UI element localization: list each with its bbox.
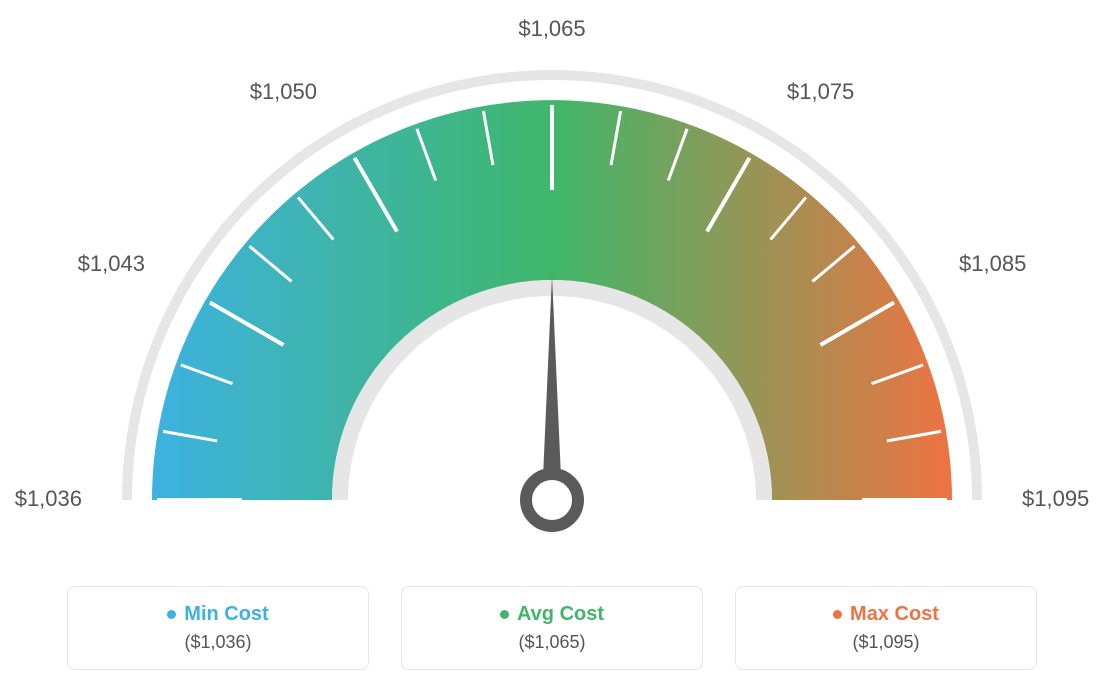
gauge-needle bbox=[542, 275, 562, 500]
gauge-tick-label: $1,043 bbox=[78, 251, 145, 276]
legend-title-text-max: Max Cost bbox=[850, 603, 939, 626]
legend-value-max: ($1,095) bbox=[736, 632, 1036, 653]
gauge-tick-label: $1,036 bbox=[15, 486, 82, 511]
gauge-svg: $1,036 $1,043 $1,050 $1,065 $1,075 $1,085 $1,0… bbox=[0, 0, 1104, 560]
legend-title-max: Max Cost bbox=[833, 603, 939, 626]
legend-value-min: ($1,036) bbox=[68, 632, 368, 653]
gauge-tick-label: $1,065 bbox=[518, 16, 585, 41]
gauge-tick-label: $1,050 bbox=[250, 79, 317, 104]
legend-dot-max bbox=[833, 610, 842, 619]
legend-box-max: Max Cost ($1,095) bbox=[735, 586, 1037, 670]
cost-gauge-container: $1,036 $1,043 $1,050 $1,065 $1,075 $1,085 $1,0… bbox=[0, 0, 1104, 690]
legend-dot-avg bbox=[500, 610, 509, 619]
gauge-needle-hub bbox=[526, 474, 578, 526]
legend-title-text-min: Min Cost bbox=[184, 603, 268, 626]
legend-title-text-avg: Avg Cost bbox=[517, 603, 604, 626]
legend-box-min: Min Cost ($1,036) bbox=[67, 586, 369, 670]
gauge-area: $1,036 $1,043 $1,050 $1,065 $1,075 $1,085 $1,0… bbox=[0, 0, 1104, 560]
legend-value-avg: ($1,065) bbox=[402, 632, 702, 653]
legend-dot-min bbox=[167, 610, 176, 619]
legend-row: Min Cost ($1,036) Avg Cost ($1,065) Max … bbox=[0, 586, 1104, 670]
gauge-tick-label: $1,095 bbox=[1022, 486, 1089, 511]
gauge-group: $1,036 $1,043 $1,050 $1,065 $1,075 $1,085 $1,0… bbox=[15, 16, 1090, 526]
legend-title-min: Min Cost bbox=[167, 603, 268, 626]
gauge-tick-label: $1,085 bbox=[959, 251, 1026, 276]
legend-box-avg: Avg Cost ($1,065) bbox=[401, 586, 703, 670]
gauge-tick-label: $1,075 bbox=[787, 79, 854, 104]
legend-title-avg: Avg Cost bbox=[500, 603, 604, 626]
